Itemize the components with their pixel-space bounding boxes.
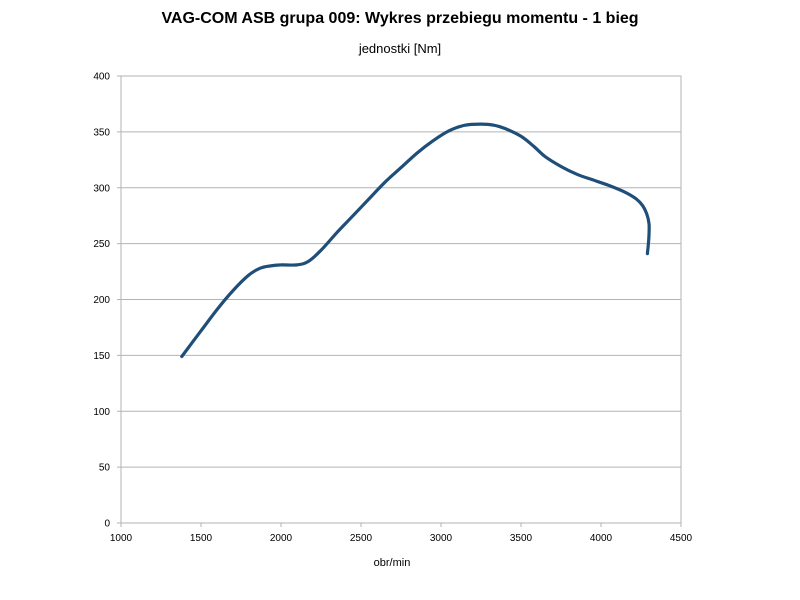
x-tick-label: 4500 xyxy=(670,533,693,544)
x-tick-label: 1000 xyxy=(110,533,133,544)
axes xyxy=(117,75,682,527)
y-tick-label: 300 xyxy=(93,183,110,194)
y-tick-label: 150 xyxy=(93,351,110,362)
y-tick-label: 0 xyxy=(104,519,110,530)
x-tick-label: 2000 xyxy=(270,533,293,544)
x-tick-label: 4000 xyxy=(590,533,613,544)
chart-title: VAG-COM ASB grupa 009: Wykres przebiegu … xyxy=(161,10,639,27)
series-line-torque xyxy=(180,122,651,359)
x-tick-labels: 1000 1500 2000 2500 3000 3500 4000 4500 xyxy=(110,533,693,544)
x-axis-label: obr/min xyxy=(374,557,411,569)
x-tick-label: 3500 xyxy=(510,533,533,544)
chart-subtitle: jednostki [Nm] xyxy=(358,41,442,56)
y-tick-label: 400 xyxy=(93,72,110,83)
x-tick-label: 1500 xyxy=(190,533,213,544)
y-tick-label: 350 xyxy=(93,127,110,138)
y-tick-labels: 0 50 100 150 200 250 300 350 400 xyxy=(93,72,110,530)
plot-frame xyxy=(120,75,682,524)
y-tick-label: 200 xyxy=(93,295,110,306)
x-tick-label: 2500 xyxy=(350,533,373,544)
y-tick-label: 100 xyxy=(93,407,110,418)
y-tick-label: 50 xyxy=(99,463,111,474)
series-group xyxy=(180,122,651,359)
y-tick-label: 250 xyxy=(93,239,110,250)
gridlines xyxy=(121,75,681,468)
x-tick-label: 3000 xyxy=(430,533,453,544)
